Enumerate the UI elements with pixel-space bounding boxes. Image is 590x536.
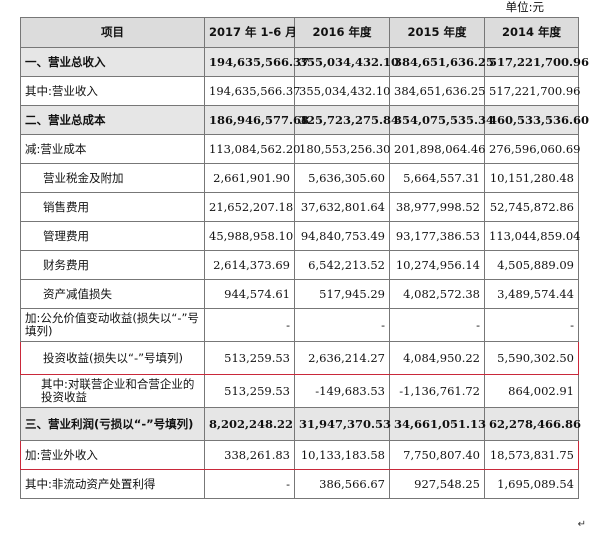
row-label: 其中:营业收入 xyxy=(20,76,205,106)
cell-value: 354,075,535.34 xyxy=(389,105,494,135)
cell-value: 10,274,956.14 xyxy=(389,250,485,280)
table-row: 二、营业总成本 186,946,577.68 325,723,275.84 35… xyxy=(20,105,589,135)
table-row: 其中:营业收入 194,635,566.37 355,034,432.10 38… xyxy=(20,76,580,106)
table-row: 财务费用 2,614,373.69 6,542,213.52 10,274,95… xyxy=(20,250,579,280)
cell-value: 325,723,275.84 xyxy=(294,105,399,135)
unit-label: 单位:元 xyxy=(505,0,544,14)
cell-value: 1,695,089.54 xyxy=(484,469,579,499)
cell-value: 21,652,207.18 xyxy=(204,192,295,222)
cell-value: 864,002.91 xyxy=(484,374,579,408)
header-2015: 2015 年度 xyxy=(389,17,485,48)
header-2016: 2016 年度 xyxy=(294,17,390,48)
table-row: 三、营业利润(亏损以“-”号填列) 8,202,248.22 31,947,37… xyxy=(20,407,581,441)
cell-value: 201,898,064.46 xyxy=(389,134,485,164)
cell-value: 6,542,213.52 xyxy=(294,250,390,280)
header-2014: 2014 年度 xyxy=(484,17,579,48)
cell-value: 186,946,577.68 xyxy=(204,105,309,135)
row-label: 加:营业外收入 xyxy=(20,440,205,470)
row-label: 管理费用 xyxy=(20,221,205,251)
row-label: 其中:对联营企业和合营企业的投资收益 xyxy=(20,374,205,408)
cell-value: 386,566.67 xyxy=(294,469,390,499)
row-label: 减:营业成本 xyxy=(20,134,205,164)
cell-value: 4,082,572.38 xyxy=(389,279,485,309)
header-item: 项目 xyxy=(20,17,205,48)
cell-value: 4,505,889.09 xyxy=(484,250,579,280)
cell-value: 62,278,466.86 xyxy=(484,407,581,441)
cell-value: 2,661,901.90 xyxy=(204,163,295,193)
row-label: 二、营业总成本 xyxy=(20,105,205,135)
cell-value: - xyxy=(389,308,485,342)
cell-value: 194,635,566.37 xyxy=(204,76,300,106)
cell-value: 460,533,536.60 xyxy=(484,105,589,135)
cell-value: 113,084,562.20 xyxy=(204,134,300,164)
header-2017h1: 2017 年 1-6 月 xyxy=(204,17,297,48)
cell-value: 2,614,373.69 xyxy=(204,250,295,280)
cell-value: 2,636,214.27 xyxy=(294,341,390,375)
cell-value: 944,574.61 xyxy=(204,279,295,309)
row-label: 财务费用 xyxy=(20,250,205,280)
table-row: 资产减值损失 944,574.61 517,945.29 4,082,572.3… xyxy=(20,279,579,309)
cell-value: -149,683.53 xyxy=(294,374,390,408)
table-row: 一、营业总收入 194,635,566.37 355,034,432.10 38… xyxy=(20,47,589,77)
cell-value: 113,044,859.04 xyxy=(484,221,580,251)
cell-value: 927,548.25 xyxy=(389,469,485,499)
table-row-highlighted: 投资收益(损失以“-”号填列) 513,259.53 2,636,214.27 … xyxy=(20,341,579,375)
cell-value: 37,632,801.64 xyxy=(294,192,390,222)
cell-value: 276,596,060.69 xyxy=(484,134,580,164)
row-label: 营业税金及附加 xyxy=(20,163,205,193)
cell-value: - xyxy=(204,308,295,342)
cell-value: 180,553,256.30 xyxy=(294,134,390,164)
table-row: 营业税金及附加 2,661,901.90 5,636,305.60 5,664,… xyxy=(20,163,579,193)
row-label: 销售费用 xyxy=(20,192,205,222)
row-label: 其中:非流动资产处置利得 xyxy=(20,469,205,499)
cell-value: 10,133,183.58 xyxy=(294,440,390,470)
table-row-highlighted: 加:营业外收入 338,261.83 10,133,183.58 7,750,8… xyxy=(20,440,579,470)
cell-value: 45,988,958.10 xyxy=(204,221,295,251)
cell-value: 7,750,807.40 xyxy=(389,440,485,470)
table-row: 管理费用 45,988,958.10 94,840,753.49 93,177,… xyxy=(20,221,580,251)
cell-value: 355,034,432.10 xyxy=(294,47,399,77)
cell-value: 513,259.53 xyxy=(204,341,295,375)
table-header-row: 项目 2017 年 1-6 月 2016 年度 2015 年度 2014 年度 xyxy=(20,17,579,48)
row-label: 一、营业总收入 xyxy=(20,47,205,77)
cell-value: 517,221,700.96 xyxy=(484,76,580,106)
cell-value: 8,202,248.22 xyxy=(204,407,295,441)
cell-value: 34,661,051.13 xyxy=(389,407,486,441)
row-label: 三、营业利润(亏损以“-”号填列) xyxy=(20,407,205,441)
income-statement-table: 项目 2017 年 1-6 月 2016 年度 2015 年度 2014 年度 … xyxy=(20,17,589,499)
cell-value: - xyxy=(294,308,390,342)
cell-value: 338,261.83 xyxy=(204,440,295,470)
cell-value: 517,945.29 xyxy=(294,279,390,309)
cell-value: 355,034,432.10 xyxy=(294,76,390,106)
cell-value: - xyxy=(204,469,295,499)
cell-value: -1,136,761.72 xyxy=(389,374,485,408)
cell-value: 194,635,566.37 xyxy=(204,47,309,77)
row-label: 资产减值损失 xyxy=(20,279,205,309)
table-row: 减:营业成本 113,084,562.20 180,553,256.30 201… xyxy=(20,134,580,164)
cell-value: 38,977,998.52 xyxy=(389,192,485,222)
row-label: 加:公允价值变动收益(损失以“-”号填列) xyxy=(20,308,205,342)
table-row: 加:公允价值变动收益(损失以“-”号填列) - - - - xyxy=(20,308,579,342)
cell-value: 384,651,636.25 xyxy=(389,47,494,77)
cell-value: 3,489,574.44 xyxy=(484,279,579,309)
cell-value: 10,151,280.48 xyxy=(484,163,579,193)
cell-value: 18,573,831.75 xyxy=(484,440,579,470)
table-row: 其中:非流动资产处置利得 - 386,566.67 927,548.25 1,6… xyxy=(20,469,579,499)
table-row: 其中:对联营企业和合营企业的投资收益 513,259.53 -149,683.5… xyxy=(20,374,579,408)
paragraph-return-mark: ↵ xyxy=(577,519,586,530)
table-row: 销售费用 21,652,207.18 37,632,801.64 38,977,… xyxy=(20,192,579,222)
cell-value: 52,745,872.86 xyxy=(484,192,579,222)
cell-value: 5,664,557.31 xyxy=(389,163,485,193)
cell-value: 94,840,753.49 xyxy=(294,221,390,251)
cell-value: 5,590,302.50 xyxy=(484,341,579,375)
cell-value: - xyxy=(484,308,579,342)
cell-value: 384,651,636.25 xyxy=(389,76,485,106)
cell-value: 4,084,950.22 xyxy=(389,341,485,375)
cell-value: 5,636,305.60 xyxy=(294,163,390,193)
cell-value: 93,177,386.53 xyxy=(389,221,485,251)
cell-value: 513,259.53 xyxy=(204,374,295,408)
cell-value: 31,947,370.53 xyxy=(294,407,391,441)
row-label: 投资收益(损失以“-”号填列) xyxy=(20,341,205,375)
cell-value: 517,221,700.96 xyxy=(484,47,589,77)
